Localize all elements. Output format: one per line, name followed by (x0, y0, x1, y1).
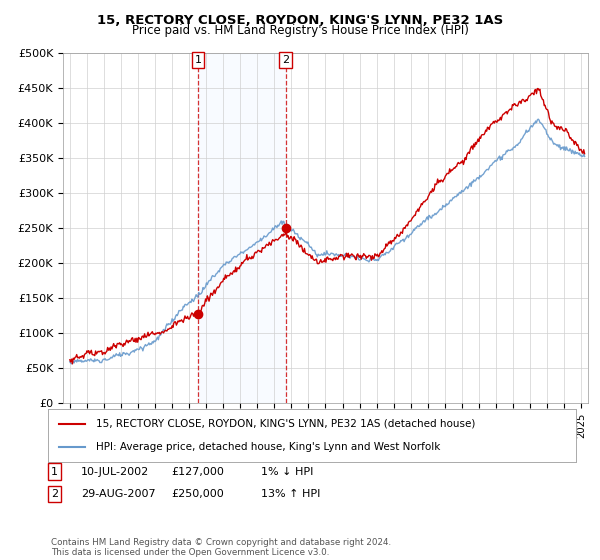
Text: 10-JUL-2002: 10-JUL-2002 (81, 466, 149, 477)
Text: 15, RECTORY CLOSE, ROYDON, KING'S LYNN, PE32 1AS: 15, RECTORY CLOSE, ROYDON, KING'S LYNN, … (97, 14, 503, 27)
Text: Price paid vs. HM Land Registry's House Price Index (HPI): Price paid vs. HM Land Registry's House … (131, 24, 469, 37)
Text: Contains HM Land Registry data © Crown copyright and database right 2024.
This d: Contains HM Land Registry data © Crown c… (51, 538, 391, 557)
Text: 1: 1 (194, 55, 202, 65)
Text: 13% ↑ HPI: 13% ↑ HPI (261, 489, 320, 499)
Text: 1: 1 (51, 466, 58, 477)
Text: 2: 2 (51, 489, 58, 499)
Text: £127,000: £127,000 (171, 466, 224, 477)
Bar (198, 53, 286, 403)
Text: 15, RECTORY CLOSE, ROYDON, KING'S LYNN, PE32 1AS (detached house): 15, RECTORY CLOSE, ROYDON, KING'S LYNN, … (95, 419, 475, 429)
Text: 2: 2 (282, 55, 289, 65)
Text: 1% ↓ HPI: 1% ↓ HPI (261, 466, 313, 477)
Text: 29-AUG-2007: 29-AUG-2007 (81, 489, 155, 499)
Text: £250,000: £250,000 (171, 489, 224, 499)
Text: HPI: Average price, detached house, King's Lynn and West Norfolk: HPI: Average price, detached house, King… (95, 442, 440, 452)
